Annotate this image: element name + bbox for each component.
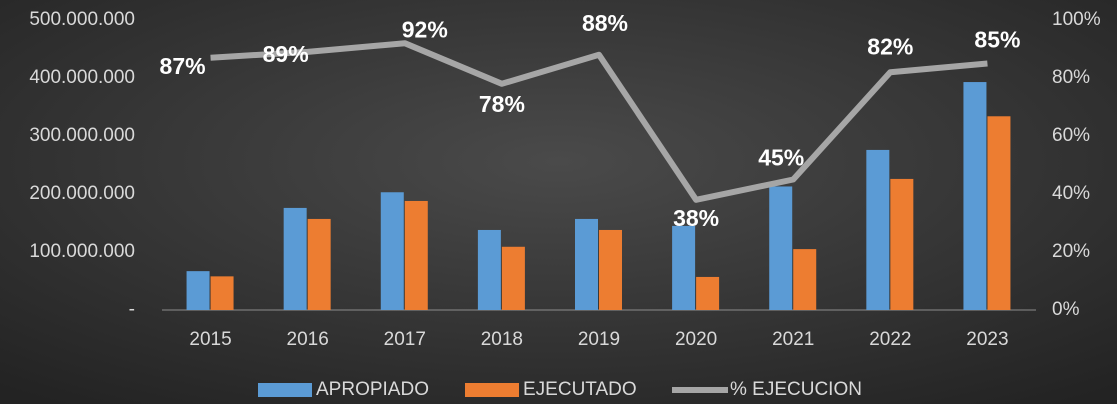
- bar: [380, 192, 404, 310]
- bar: [866, 149, 890, 310]
- y2-tick-label: 40%: [1052, 183, 1090, 204]
- legend-swatch: [465, 383, 519, 397]
- data-label: 38%: [673, 205, 719, 231]
- bar: [307, 218, 331, 310]
- x-tick-label: 2023: [966, 329, 1008, 350]
- x-tick-label: 2019: [578, 329, 620, 350]
- bar: [210, 276, 234, 310]
- x-tick-label: 2020: [675, 329, 717, 350]
- line: [210, 40, 988, 203]
- bar: [404, 200, 428, 310]
- y-tick-label: 400.000.000: [29, 67, 135, 88]
- y2-tick-label: 20%: [1052, 241, 1090, 262]
- data-label: 45%: [758, 145, 804, 171]
- x-tick-label: 2017: [384, 329, 426, 350]
- bar: [793, 249, 817, 310]
- y-tick-label: 300.000.000: [29, 125, 135, 146]
- bar: [477, 229, 501, 310]
- y-tick-label: 200.000.000: [29, 183, 135, 204]
- y2-tick-label: 60%: [1052, 125, 1090, 146]
- y-tick-label: 500.000.000: [29, 9, 135, 30]
- x-tick-label: 2015: [189, 329, 231, 350]
- y-tick-label: -: [129, 299, 135, 320]
- bar: [599, 229, 622, 310]
- legend-label: % EJECUCION: [730, 379, 862, 400]
- data-label: 88%: [582, 10, 628, 36]
- legend-swatch: [258, 383, 312, 397]
- y2-tick-label: 80%: [1052, 67, 1090, 88]
- x-tick-label: 2022: [869, 329, 911, 350]
- data-label: 92%: [402, 16, 448, 42]
- data-label: 82%: [867, 33, 913, 59]
- bar: [769, 186, 793, 310]
- x-tick-label: 2016: [287, 329, 329, 350]
- bar: [672, 225, 696, 310]
- bar: [283, 207, 307, 310]
- bar: [186, 271, 210, 310]
- bar: [963, 82, 987, 310]
- bar: [575, 218, 598, 310]
- legend-label: EJECUTADO: [523, 379, 637, 400]
- x-tick-label: 2021: [772, 329, 814, 350]
- bar: [890, 178, 914, 310]
- y-tick-label: 100.000.000: [29, 241, 135, 262]
- y2-tick-label: 100%: [1052, 9, 1101, 30]
- legend-label: APROPIADO: [316, 379, 429, 400]
- data-label: 85%: [974, 27, 1020, 53]
- data-label: 78%: [479, 91, 525, 117]
- y2-tick-label: 0%: [1052, 299, 1080, 320]
- data-label: 87%: [160, 53, 206, 79]
- bar: [987, 116, 1011, 310]
- data-label: 89%: [263, 41, 309, 67]
- bar: [696, 276, 720, 310]
- x-tick-label: 2018: [481, 329, 523, 350]
- bar: [501, 246, 525, 310]
